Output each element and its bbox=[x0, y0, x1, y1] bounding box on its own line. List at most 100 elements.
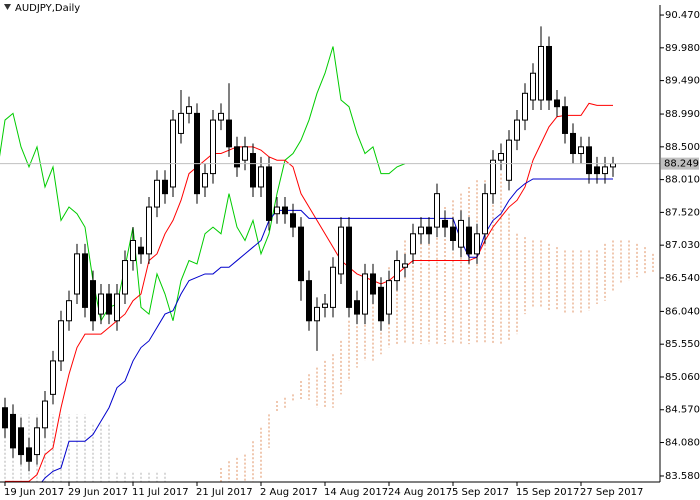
candle-body bbox=[378, 286, 384, 322]
y-tick-label: 86.040 bbox=[665, 306, 700, 317]
candle-body bbox=[586, 146, 592, 175]
y-tick-label: 88.010 bbox=[665, 175, 700, 186]
candle-body bbox=[482, 193, 488, 235]
candle-body bbox=[594, 166, 600, 175]
candle-body bbox=[522, 92, 528, 121]
y-tick-label: 83.580 bbox=[665, 471, 700, 482]
candle-body bbox=[258, 166, 264, 188]
candle-body bbox=[330, 266, 336, 308]
indicator-line bbox=[5, 102, 613, 482]
x-tick-label: 2 Aug 2017 bbox=[260, 487, 318, 498]
candle-body bbox=[530, 72, 536, 101]
candle-body bbox=[434, 193, 440, 228]
x-tick-label: 27 Sep 2017 bbox=[580, 487, 643, 498]
candle-body bbox=[602, 166, 608, 175]
candle-body bbox=[418, 226, 424, 235]
x-tick-label: 11 Jul 2017 bbox=[132, 487, 189, 498]
candle-body bbox=[106, 293, 112, 315]
candle-body bbox=[178, 112, 184, 134]
candle-body bbox=[426, 226, 432, 235]
candle-body bbox=[186, 106, 192, 114]
chart-title: AUDJPY,Daily bbox=[15, 3, 80, 14]
candle-body bbox=[450, 226, 456, 241]
x-tick-label: 24 Aug 2017 bbox=[388, 487, 452, 498]
price-label-box bbox=[661, 157, 699, 170]
candle-body bbox=[506, 139, 512, 181]
candle-body bbox=[282, 206, 288, 215]
candle-body bbox=[34, 427, 40, 456]
candle-body bbox=[474, 233, 480, 255]
candle-body bbox=[306, 280, 312, 322]
y-tick-label: 88.500 bbox=[665, 142, 700, 153]
x-tick-label: 19 Jun 2017 bbox=[4, 487, 64, 498]
candle-body bbox=[442, 219, 448, 228]
candle-body bbox=[402, 263, 408, 268]
candle-body bbox=[250, 153, 256, 188]
candle-body bbox=[146, 206, 152, 255]
candle-body bbox=[570, 132, 576, 155]
candle-body bbox=[234, 146, 240, 168]
candle-body bbox=[82, 253, 88, 308]
candle-body bbox=[514, 119, 520, 141]
candle-body bbox=[130, 239, 136, 262]
candle-body bbox=[74, 253, 80, 295]
candle-body bbox=[386, 280, 392, 315]
candle-body bbox=[154, 179, 160, 208]
candle-body bbox=[226, 119, 232, 148]
candle-body bbox=[562, 106, 568, 134]
candle-body bbox=[10, 413, 16, 449]
candle-body bbox=[98, 293, 104, 315]
indicator-line bbox=[0, 46, 406, 323]
indicator-line bbox=[41, 178, 613, 482]
candle-body bbox=[314, 306, 320, 322]
candle-body bbox=[114, 293, 120, 322]
candle-body bbox=[58, 320, 64, 362]
candle-body bbox=[122, 260, 128, 295]
candle-body bbox=[458, 219, 464, 248]
candle-body bbox=[370, 273, 376, 295]
candle-body bbox=[42, 400, 48, 429]
candle-body bbox=[466, 226, 472, 255]
candle-body bbox=[218, 112, 224, 121]
y-tick-label: 89.490 bbox=[665, 76, 700, 87]
price-label: 88.249 bbox=[664, 159, 699, 170]
candle-body bbox=[338, 226, 344, 275]
candle-body bbox=[50, 360, 56, 395]
candle-body bbox=[298, 226, 304, 282]
x-tick-label: 5 Sep 2017 bbox=[452, 487, 509, 498]
candle-body bbox=[554, 99, 560, 108]
candle-body bbox=[322, 303, 328, 308]
candle-body bbox=[394, 260, 400, 282]
candle-body bbox=[66, 300, 72, 322]
candle-body bbox=[242, 146, 248, 161]
candle-body bbox=[290, 213, 296, 228]
y-tick-label: 84.080 bbox=[665, 438, 700, 449]
candle-body bbox=[18, 427, 24, 456]
symbol-icon bbox=[4, 4, 11, 10]
candle-body bbox=[354, 300, 360, 315]
candle-body bbox=[170, 119, 176, 188]
y-tick-label: 84.570 bbox=[665, 405, 700, 416]
candle-body bbox=[490, 159, 496, 195]
candle-body bbox=[546, 45, 552, 101]
x-tick-label: 21 Jul 2017 bbox=[196, 487, 253, 498]
candle-body bbox=[410, 233, 416, 255]
y-tick-label: 88.990 bbox=[665, 109, 700, 120]
candle-body bbox=[266, 166, 272, 221]
y-tick-label: 89.980 bbox=[665, 43, 700, 54]
candle-body bbox=[202, 173, 208, 188]
x-tick-label: 15 Sep 2017 bbox=[516, 487, 579, 498]
candle-body bbox=[210, 119, 216, 175]
y-tick-label: 85.550 bbox=[665, 339, 700, 350]
candle-body bbox=[2, 407, 8, 429]
candle-body bbox=[162, 179, 168, 195]
candle-body bbox=[194, 112, 200, 195]
y-tick-label: 87.030 bbox=[665, 240, 700, 251]
y-tick-label: 90.470 bbox=[665, 10, 700, 21]
candle-body bbox=[26, 447, 32, 462]
candle-body bbox=[90, 280, 96, 322]
y-tick-label: 87.520 bbox=[665, 207, 700, 218]
x-tick-label: 29 Jun 2017 bbox=[68, 487, 128, 498]
y-tick-label: 86.540 bbox=[665, 273, 700, 284]
